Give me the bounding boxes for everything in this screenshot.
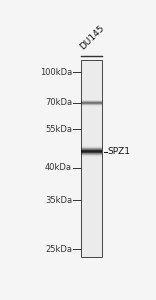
Text: 70kDa: 70kDa (45, 98, 72, 107)
Text: 25kDa: 25kDa (45, 245, 72, 254)
Bar (80, 60, 102, 256)
Text: 55kDa: 55kDa (45, 124, 72, 134)
Text: 40kDa: 40kDa (45, 163, 72, 172)
Text: 35kDa: 35kDa (45, 196, 72, 205)
Text: DU145: DU145 (78, 23, 106, 51)
Text: SPZ1: SPZ1 (108, 147, 131, 156)
Text: 100kDa: 100kDa (40, 68, 72, 77)
